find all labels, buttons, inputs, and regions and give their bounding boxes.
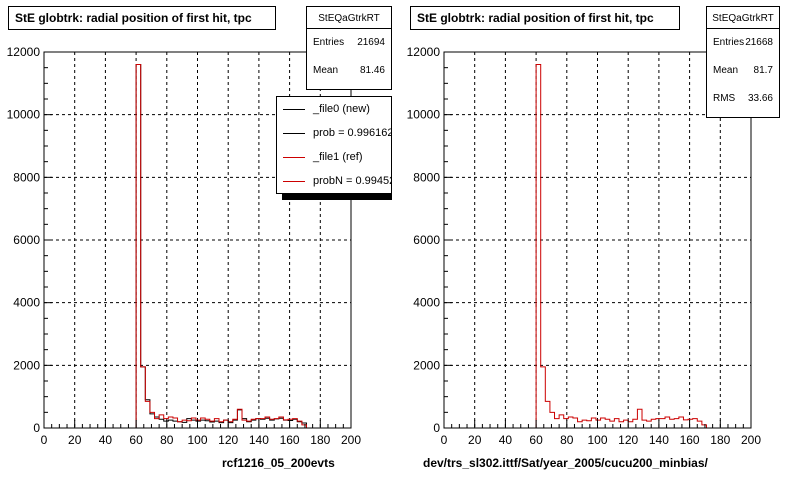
- left-xtick-label-1: 20: [68, 433, 82, 447]
- legend-swatch-probn: [283, 181, 305, 182]
- right-xtick-label-10: 200: [741, 433, 761, 447]
- right-xtick-label-5: 100: [587, 433, 607, 447]
- left-ytick-label-6: 12000: [7, 45, 41, 59]
- left-ytick-label-3: 6000: [13, 233, 40, 247]
- left-xtick-label-4: 80: [160, 433, 174, 447]
- legend-entry-file1-ref: _file1 (ref): [277, 145, 391, 169]
- legend-entry-file0-new: _file0 (new): [277, 97, 391, 121]
- legend-entry-probn: probN = 0.994523: [277, 169, 391, 193]
- right-xtick-label-9: 180: [710, 433, 730, 447]
- legend-swatch-new: [283, 109, 305, 110]
- left-stats-mean: Mean 81.46: [313, 65, 385, 76]
- left-xtick-label-7: 140: [249, 433, 269, 447]
- left-footer-label: rcf1216_05_200evts: [222, 456, 335, 470]
- left-legend-box: _file0 (new) prob = 0.996162 _file1 (ref…: [276, 96, 392, 194]
- left-xtick-label-6: 120: [218, 433, 238, 447]
- right-stats-box: StEQaGtrkRT Entries 21668 Mean 81.7 RMS …: [706, 6, 780, 118]
- left-ytick-label-2: 4000: [13, 296, 40, 310]
- right-chart-title: StE globtrk: radial position of first hi…: [410, 6, 680, 30]
- right-stats-mean: Mean 81.7: [713, 65, 773, 76]
- legend-swatch-ref: [283, 157, 305, 158]
- left-ytick-label-5: 10000: [7, 108, 41, 122]
- left-xtick-label-0: 0: [41, 433, 48, 447]
- legend-swatch-prob: [283, 133, 305, 134]
- left-ytick-label-0: 0: [33, 421, 40, 435]
- right-stats-entries: Entries 21668: [713, 37, 773, 48]
- left-stats-box: StEQaGtrkRT Entries 21694 Mean 81.46: [306, 6, 392, 90]
- left-xtick-label-3: 60: [129, 433, 143, 447]
- right-xtick-label-6: 120: [618, 433, 638, 447]
- left-chart-title-text: StE globtrk: radial position of first hi…: [15, 11, 252, 25]
- left-xtick-label-9: 180: [310, 433, 330, 447]
- left-xtick-label-8: 160: [280, 433, 300, 447]
- right-chart-title-text: StE globtrk: radial position of first hi…: [417, 11, 654, 25]
- right-ytick-label-1: 2000: [413, 358, 440, 372]
- right-ytick-label-5: 10000: [407, 108, 441, 122]
- right-xtick-label-1: 20: [468, 433, 482, 447]
- right-xtick-label-2: 40: [499, 433, 513, 447]
- left-xtick-label-5: 100: [187, 433, 207, 447]
- right-ytick-label-3: 6000: [413, 233, 440, 247]
- right-ytick-label-2: 4000: [413, 296, 440, 310]
- left-xtick-label-10: 200: [341, 433, 361, 447]
- legend-entry-prob: prob = 0.996162: [277, 121, 391, 145]
- right-xtick-label-7: 140: [649, 433, 669, 447]
- right-stats-name: StEQaGtrkRT: [707, 7, 779, 29]
- right-stats-rms: RMS 33.66: [713, 93, 773, 104]
- left-stats-entries: Entries 21694: [313, 37, 385, 48]
- right-ytick-label-6: 12000: [407, 45, 441, 59]
- left-ytick-label-4: 8000: [13, 170, 40, 184]
- right-xtick-label-3: 60: [529, 433, 543, 447]
- right-histogram-plot: 0 20 40 60 80 100 120 140 160 180 2000200040006000…: [407, 45, 762, 447]
- right-xtick-label-0: 0: [441, 433, 448, 447]
- right-ytick-label-0: 0: [433, 421, 440, 435]
- right-footer-label: dev/trs_sl302.ittf/Sat/year_2005/cucu200…: [423, 456, 708, 470]
- right-xtick-label-8: 160: [680, 433, 700, 447]
- right-ytick-label-4: 8000: [413, 170, 440, 184]
- left-histogram-plot: 0 20 40 60 80 100 120 140 160 180 2000200040006000…: [7, 45, 362, 447]
- left-stats-name: StEQaGtrkRT: [307, 7, 391, 29]
- left-ytick-label-1: 2000: [13, 358, 40, 372]
- right-xtick-label-4: 80: [560, 433, 574, 447]
- left-chart-title: StE globtrk: radial position of first hi…: [8, 6, 276, 30]
- left-xtick-label-2: 40: [99, 433, 113, 447]
